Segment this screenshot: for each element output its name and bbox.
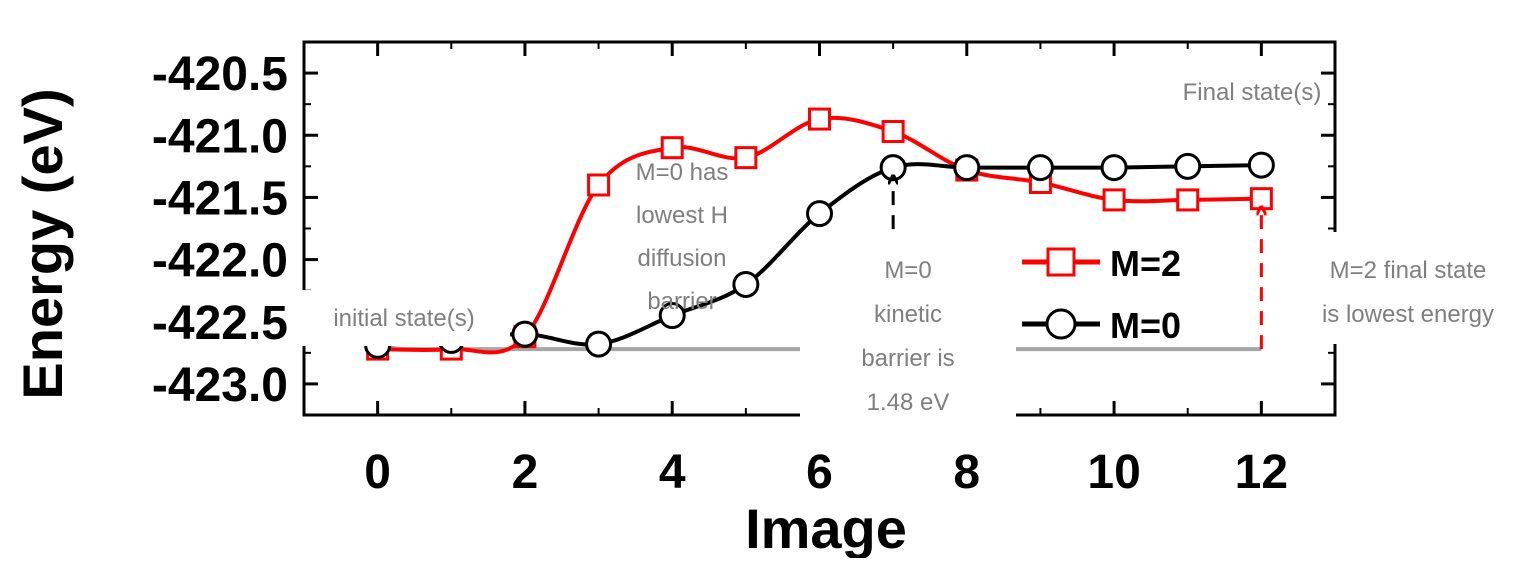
data-point-m0 (1026, 154, 1054, 182)
legend: M=2 M=0 (1022, 243, 1181, 346)
data-point-m2 (808, 107, 831, 131)
y-tick-label: -420.5 (152, 48, 288, 101)
x-axis-title: Image (745, 497, 907, 558)
x-tick-label: 12 (1235, 446, 1288, 499)
annotation-m2-final-line1: M=2 final state (1330, 257, 1487, 284)
annotation-m2-final-line2: is lowest energy (1322, 301, 1494, 328)
y-tick-label: -421.5 (152, 172, 288, 225)
data-point-m0 (658, 302, 686, 330)
x-tick-label: 6 (806, 446, 833, 499)
data-point-m0 (953, 154, 981, 182)
legend-label-m0: M=0 (1110, 305, 1181, 346)
data-point-m0 (1100, 154, 1128, 182)
x-tick-label: 4 (659, 446, 686, 499)
data-point-m0 (585, 330, 613, 358)
data-point-m0 (511, 320, 539, 348)
y-axis-title: Energy (eV) (11, 88, 74, 399)
data-point-m2 (734, 146, 758, 170)
annotation-m0-barrier-group: M=0 has lowest H diffusion barrier (636, 159, 729, 315)
data-point-m2 (1249, 187, 1273, 211)
data-point-m0 (1174, 152, 1202, 180)
y-tick-label: -422.5 (152, 297, 288, 350)
annotation-initial-states: initial state(s) (333, 305, 474, 332)
y-tick-label: -421.0 (152, 110, 288, 163)
annotation-m0-barrier-line2: lowest H (636, 202, 728, 229)
annotation-kinetic-line1: M=0 (884, 257, 931, 284)
data-point-m2 (1102, 188, 1126, 212)
annotation-kinetic-line2: kinetic (874, 301, 942, 328)
data-point-m2 (881, 120, 905, 144)
annotation-m0-barrier-line4: barrier (647, 288, 716, 315)
y-tick-label: -422.0 (152, 235, 288, 288)
legend-label-m2: M=2 (1110, 243, 1181, 284)
y-tick-label: -423.0 (152, 359, 288, 412)
legend-marker-m0 (1045, 308, 1077, 340)
annotation-m0-barrier-line1: M=0 has (636, 159, 729, 186)
annotation-kinetic-line4: 1.48 eV (867, 389, 950, 416)
annotation-final-states: Final state(s) (1183, 79, 1322, 106)
annotation-m0-barrier-line3: diffusion (638, 245, 727, 272)
legend-marker-m2 (1046, 247, 1076, 277)
annotation-kinetic-line3: barrier is (861, 345, 954, 372)
data-point-m0 (879, 154, 907, 182)
annotation-kinetic-box (800, 234, 1016, 434)
data-point-m2 (1176, 188, 1200, 212)
data-point-m2 (587, 173, 611, 197)
x-tick-label: 2 (512, 446, 539, 499)
x-tick-label: 8 (953, 446, 980, 499)
data-point-m2 (660, 136, 684, 160)
data-point-m0 (1247, 151, 1275, 179)
x-tick-label: 10 (1087, 446, 1140, 499)
annotation-kinetic-group: M=0 kinetic barrier is 1.48 eV (861, 257, 954, 416)
x-tick-label: 0 (364, 446, 391, 499)
annotation-initial-box (298, 290, 510, 346)
annotation-m2-final-box (1282, 232, 1538, 344)
data-point-m0 (806, 200, 833, 228)
data-point-m0 (732, 270, 760, 298)
